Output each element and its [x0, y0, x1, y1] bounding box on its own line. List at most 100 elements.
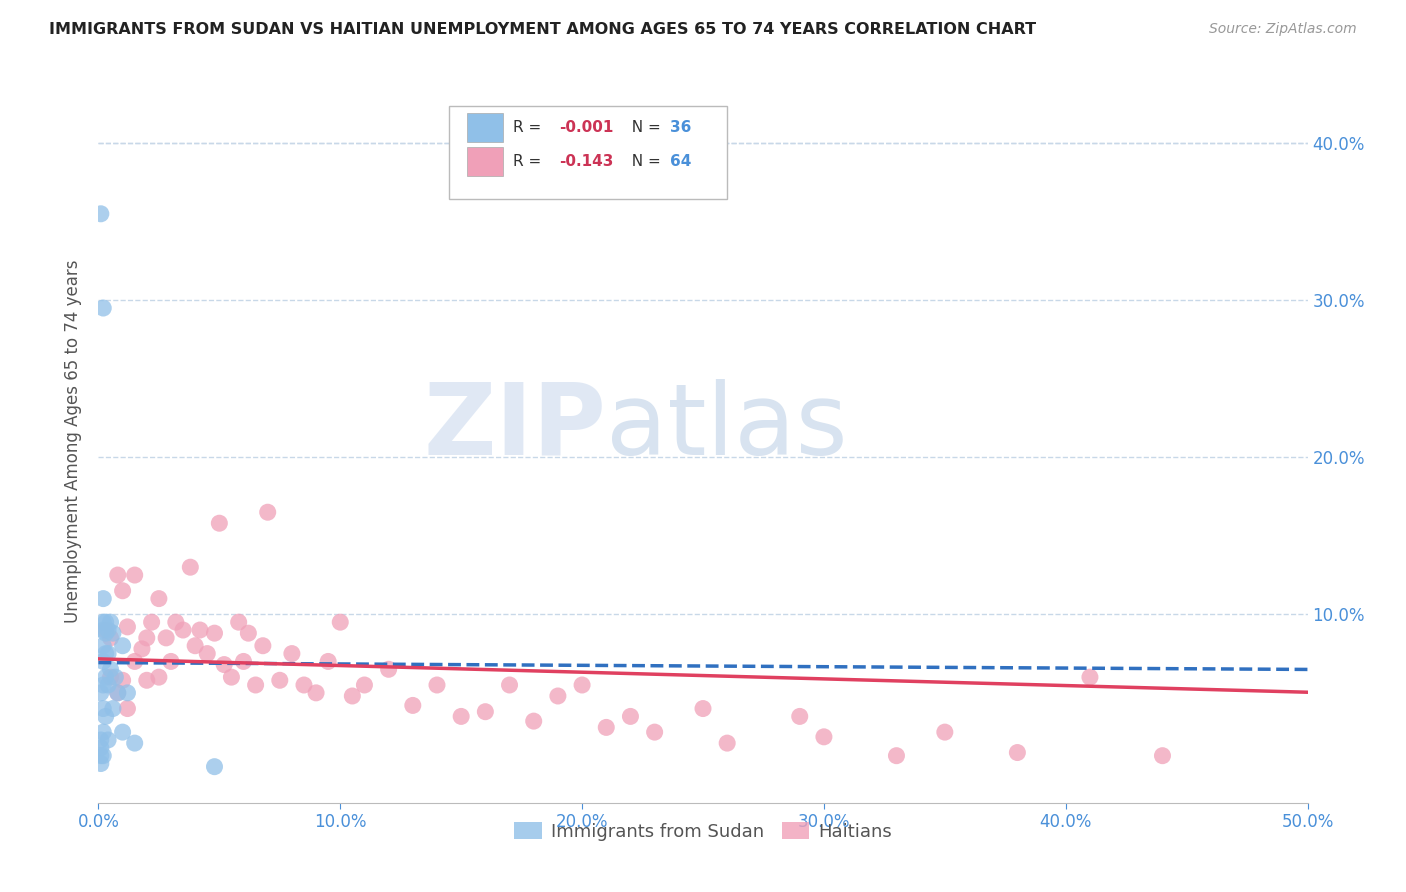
Point: [94, 623, 117, 637]
Text: R =: R =: [513, 153, 547, 169]
Text: N =: N =: [621, 153, 665, 169]
Point: [450, 709, 472, 723]
Text: ZIP: ZIP: [423, 378, 606, 475]
Point: [426, 678, 449, 692]
Point: [342, 689, 364, 703]
Text: 64: 64: [671, 153, 692, 169]
Bar: [467, 112, 503, 142]
Point: [97, 678, 120, 692]
Point: [402, 698, 425, 713]
Point: [305, 686, 328, 700]
Point: [91, 623, 114, 637]
Point: [97, 647, 120, 661]
Point: [100, 662, 122, 676]
Point: [221, 670, 243, 684]
Point: [91, 725, 114, 739]
Text: IMMIGRANTS FROM SUDAN VS HAITIAN UNEMPLOYMENT AMONG AGES 65 TO 74 YEARS CORRELAT: IMMIGRANTS FROM SUDAN VS HAITIAN UNEMPLO…: [49, 22, 1036, 37]
Text: 36: 36: [671, 120, 692, 135]
Point: [148, 591, 170, 606]
Point: [619, 709, 641, 723]
Point: [1007, 746, 1029, 760]
Point: [195, 647, 218, 661]
Point: [91, 301, 114, 315]
Point: [228, 615, 250, 630]
Point: [155, 631, 177, 645]
Point: [141, 615, 163, 630]
Text: -0.143: -0.143: [560, 153, 613, 169]
Text: N =: N =: [621, 120, 665, 135]
Point: [97, 623, 120, 637]
Point: [97, 733, 120, 747]
Point: [94, 647, 117, 661]
Point: [238, 626, 260, 640]
Point: [104, 670, 127, 684]
Text: -0.001: -0.001: [560, 120, 613, 135]
Point: [353, 678, 375, 692]
Point: [789, 709, 811, 723]
Point: [107, 686, 129, 700]
Point: [100, 670, 122, 684]
Point: [91, 748, 114, 763]
Point: [188, 623, 211, 637]
Point: [91, 701, 114, 715]
Point: [316, 655, 339, 669]
Point: [716, 736, 738, 750]
Point: [94, 709, 117, 723]
Point: [100, 631, 122, 645]
Point: [90, 733, 112, 747]
Point: [131, 641, 153, 656]
Point: [644, 725, 666, 739]
Point: [547, 689, 569, 703]
Point: [91, 591, 114, 606]
Point: [245, 678, 267, 692]
Point: [94, 670, 117, 684]
Point: [107, 568, 129, 582]
Point: [252, 639, 274, 653]
Point: [91, 678, 114, 692]
Point: [90, 748, 112, 763]
Point: [692, 701, 714, 715]
Point: [124, 568, 146, 582]
Point: [1152, 748, 1174, 763]
Point: [1078, 670, 1101, 684]
Point: [204, 626, 226, 640]
Y-axis label: Unemployment Among Ages 65 to 74 years: Unemployment Among Ages 65 to 74 years: [65, 260, 83, 624]
Point: [208, 516, 231, 531]
Point: [281, 647, 304, 661]
Text: R =: R =: [513, 120, 547, 135]
Point: [571, 678, 593, 692]
Point: [124, 655, 146, 669]
Point: [148, 670, 170, 684]
Point: [595, 720, 617, 734]
Point: [377, 662, 399, 676]
Point: [117, 620, 139, 634]
Point: [813, 730, 835, 744]
Text: atlas: atlas: [606, 378, 848, 475]
Point: [111, 673, 134, 688]
Point: [179, 560, 201, 574]
Text: Source: ZipAtlas.com: Source: ZipAtlas.com: [1209, 22, 1357, 37]
Point: [934, 725, 956, 739]
Point: [498, 678, 520, 692]
Point: [111, 639, 134, 653]
Point: [91, 655, 114, 669]
Point: [117, 686, 139, 700]
Point: [90, 756, 112, 771]
FancyBboxPatch shape: [449, 105, 727, 200]
Point: [135, 673, 157, 688]
Point: [101, 626, 124, 640]
Point: [124, 736, 146, 750]
Point: [292, 678, 315, 692]
Point: [91, 639, 114, 653]
Point: [90, 740, 112, 755]
Point: [204, 760, 226, 774]
Point: [111, 725, 134, 739]
Point: [90, 686, 112, 700]
Point: [160, 655, 183, 669]
Point: [117, 701, 139, 715]
Point: [184, 639, 207, 653]
Point: [329, 615, 352, 630]
Point: [135, 631, 157, 645]
Point: [886, 748, 908, 763]
Point: [474, 705, 496, 719]
